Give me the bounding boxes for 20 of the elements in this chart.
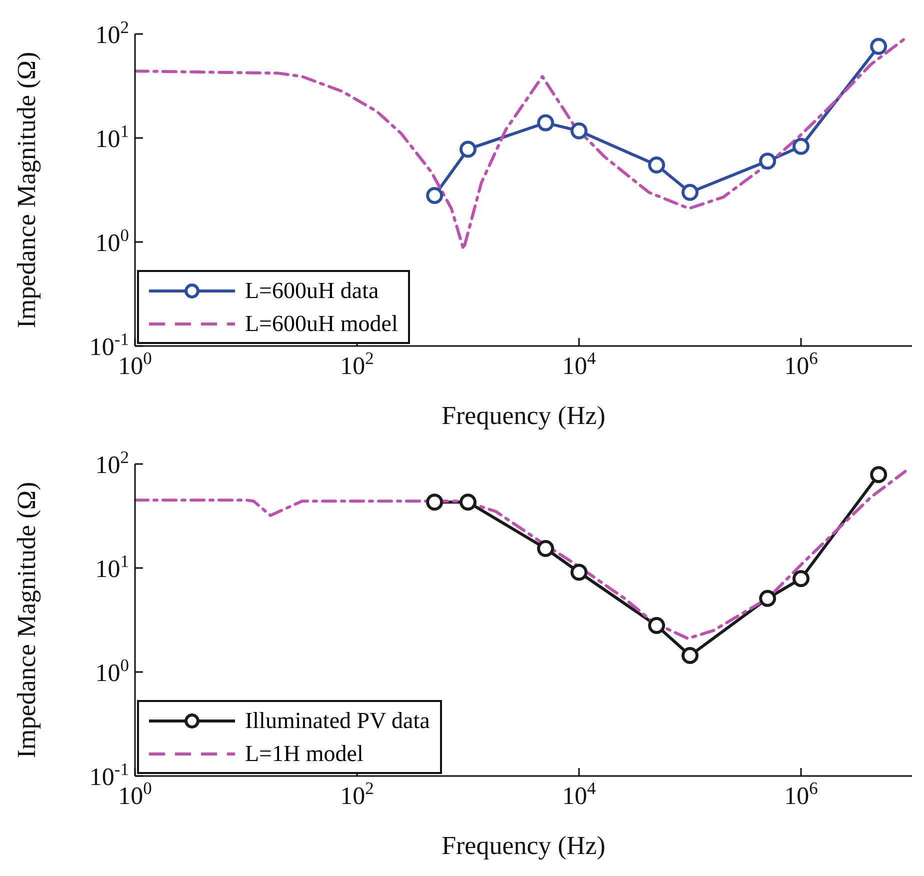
y-axis-title: Impedance Magnitude (Ω) (12, 52, 42, 328)
x-axis-title: Frequency (Hz) (442, 401, 606, 430)
legend-label: Illuminated PV data (245, 708, 430, 734)
x-tick-label: 10$^{4}$ (562, 778, 596, 810)
x-tick-label: 10$^{2}$ (340, 778, 374, 810)
legend-label: L=600uH data (245, 278, 379, 304)
x-axis-title: Frequency (Hz) (442, 831, 606, 860)
x-tick-label: 10$^{6}$ (784, 778, 818, 810)
legend-label: L=600uH model (245, 310, 398, 336)
y-tick-label: 10$^{0}$ (95, 225, 130, 257)
y-tick-label: 10$^{0}$ (95, 655, 130, 687)
y-tick-label: 10$^{1}$ (95, 121, 129, 153)
x-tick-label: 10$^{4}$ (562, 348, 596, 380)
x-tick-label: 10$^{2}$ (340, 348, 374, 380)
legend-label: L=1H model (245, 740, 364, 766)
y-tick-label: 10$^{2}$ (95, 447, 129, 479)
x-tick-label: 10$^{6}$ (784, 348, 818, 380)
y-tick-label: 10$^{2}$ (95, 17, 129, 49)
y-axis-title: Impedance Magnitude (Ω) (12, 482, 42, 758)
y-tick-label: 10$^{1}$ (95, 551, 129, 583)
